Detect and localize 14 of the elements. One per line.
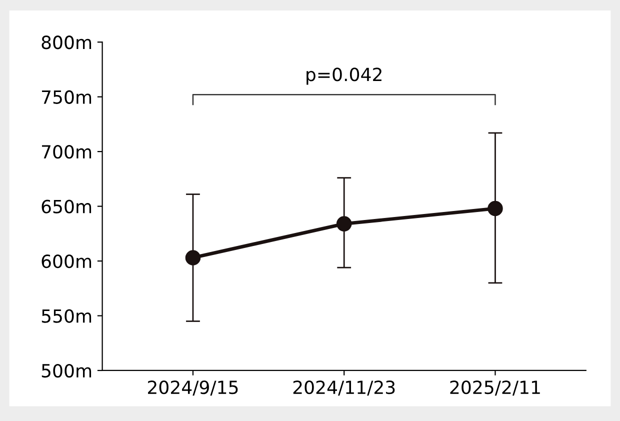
- annotation: p=0.042: [306, 68, 382, 85]
- x-tick-label: 2024/11/23: [293, 380, 395, 396]
- x-tick-label: 2025/2/11: [450, 380, 540, 396]
- y-tick-label: 550m: [42, 309, 92, 323]
- y-tick-label: 650m: [42, 200, 92, 214]
- y-tick-label: 600m: [42, 254, 92, 268]
- point: [185, 250, 201, 266]
- y-tick-label: 800m: [42, 36, 92, 50]
- y-tick-label: 750m: [42, 90, 92, 104]
- point: [488, 200, 503, 216]
- point: [336, 216, 352, 232]
- y-tick-label: 700m: [42, 145, 92, 159]
- y-tick-label: 500m: [42, 364, 92, 378]
- x-tick-label: 2024/9/15: [148, 380, 238, 396]
